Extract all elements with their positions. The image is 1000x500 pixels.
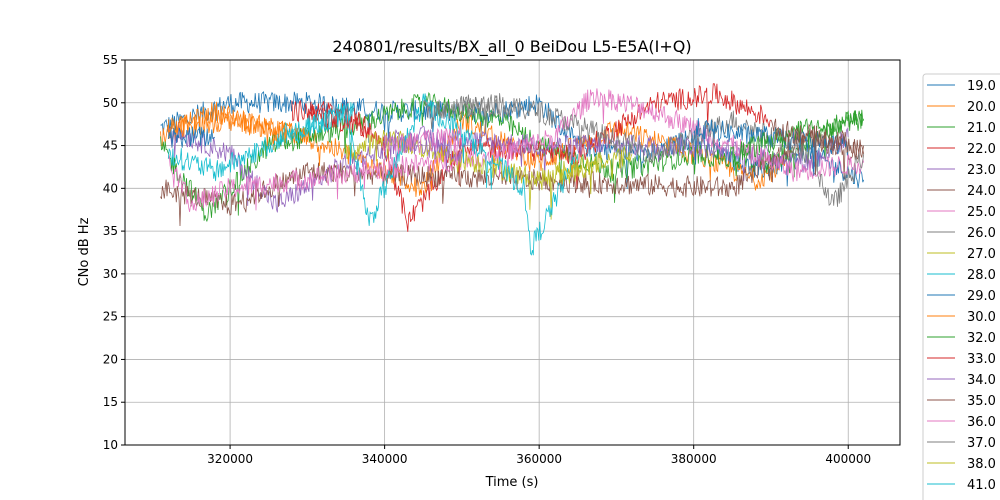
legend-label: 38.0 xyxy=(967,457,996,472)
x-tick-label: 320000 xyxy=(207,452,253,466)
legend-label: 25.0 xyxy=(967,205,996,220)
y-tick-label: 30 xyxy=(103,267,118,281)
legend-label: 41.0 xyxy=(967,478,996,493)
series-line-23-0 xyxy=(167,121,849,213)
y-tick-label: 35 xyxy=(103,224,118,238)
legend: 19.0 20.0 21.0 22.0 23.0 24.0 25.0 26.0 27.0 28.0… xyxy=(922,73,1000,500)
x-tick-label: 360000 xyxy=(516,452,562,466)
legend-label: 35.0 xyxy=(967,394,996,409)
axis-ticks: 320000 340000 360000 380000 400000 10 15 20 25 30… xyxy=(103,53,871,466)
legend-label: 36.0 xyxy=(967,415,996,430)
y-tick-label: 45 xyxy=(103,139,118,153)
series-line-33-0 xyxy=(307,101,370,139)
x-tick-label: 380000 xyxy=(671,452,717,466)
y-tick-label: 20 xyxy=(103,352,118,366)
legend-label: 28.0 xyxy=(967,268,996,283)
series-line-36-0 xyxy=(384,126,463,165)
legend-label: 23.0 xyxy=(967,163,996,178)
x-tick-label: 400000 xyxy=(825,452,871,466)
y-tick-label: 40 xyxy=(103,181,118,195)
y-tick-label: 55 xyxy=(103,53,118,67)
y-tick-label: 25 xyxy=(103,310,118,324)
series-line-19-0 xyxy=(160,91,865,190)
series-line-34-0 xyxy=(384,129,463,163)
series-line-37-0 xyxy=(423,93,501,133)
series-line-28-0 xyxy=(167,93,579,256)
legend-label: 29.0 xyxy=(967,289,996,304)
legend-label: 34.0 xyxy=(967,373,996,388)
series-line-32-0 xyxy=(731,109,864,177)
series-lines xyxy=(160,82,865,256)
legend-label: 33.0 xyxy=(967,352,996,367)
y-tick-label: 10 xyxy=(103,438,118,452)
y-tick-label: 15 xyxy=(103,395,118,409)
series-line-38-0 xyxy=(554,152,602,195)
legend-label: 19.0 xyxy=(967,79,996,94)
legend-label: 24.0 xyxy=(967,184,996,199)
legend-label: 37.0 xyxy=(967,436,996,451)
y-tick-label: 50 xyxy=(103,96,118,110)
series-line-42-0 xyxy=(167,126,215,148)
x-tick-label: 340000 xyxy=(362,452,408,466)
y-axis-label: CNo dB Hz xyxy=(77,217,92,286)
plot-frame xyxy=(124,59,901,446)
legend-label: 32.0 xyxy=(967,331,996,346)
legend-box xyxy=(922,73,1000,500)
series-line-27-0 xyxy=(345,129,633,220)
legend-label: 22.0 xyxy=(967,142,996,157)
legend-label: 26.0 xyxy=(967,226,996,241)
series-line-41-0 xyxy=(276,102,355,147)
x-axis-label: Time (s) xyxy=(485,475,539,490)
legend-label: 21.0 xyxy=(967,121,996,136)
series-line-35-0 xyxy=(770,118,865,176)
legend-label: 20.0 xyxy=(967,100,996,115)
legend-label: 27.0 xyxy=(967,247,996,262)
legend-label: 30.0 xyxy=(967,310,996,325)
chart-title: 240801/results/BX_all_0 BeiDou L5-E5A(I+… xyxy=(332,37,691,57)
